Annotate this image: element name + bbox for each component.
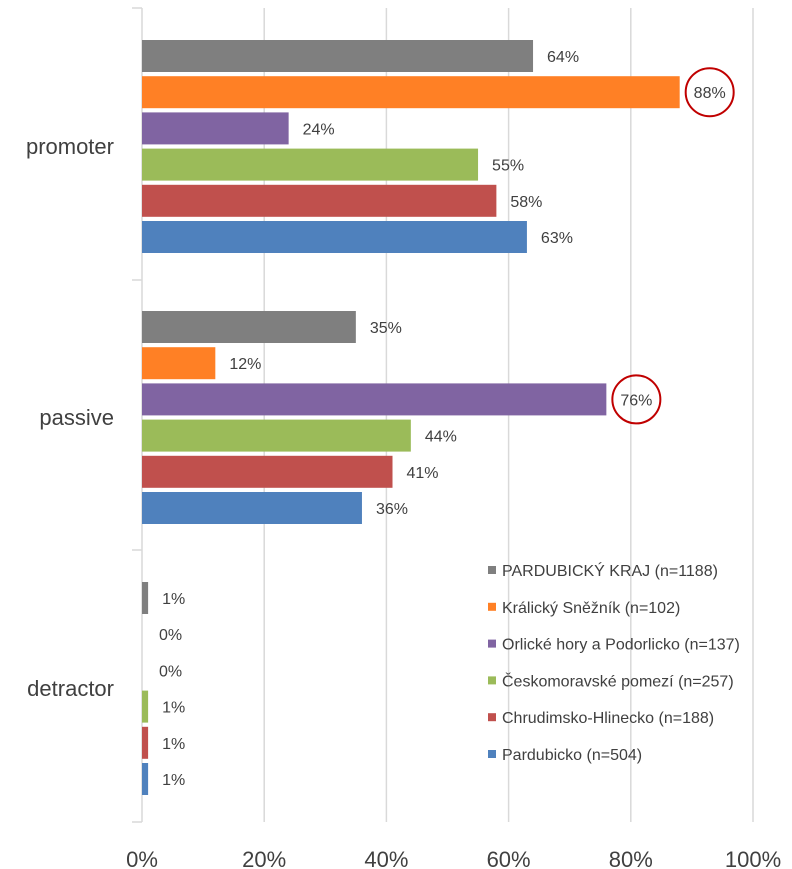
data-label: 35% (370, 320, 402, 337)
legend-label: PARDUBICKÝ KRAJ (n=1188) (502, 561, 718, 580)
category-axis (132, 7, 143, 823)
data-label: 58% (510, 194, 542, 211)
legend-label: Chrudimsko-Hlinecko (n=188) (502, 710, 714, 727)
bar-promoter-chrudimsko-hlinecko-n-188 (142, 184, 497, 217)
bar-promoter-orlicke-hory-a-podorlicko-n-137 (142, 112, 289, 145)
legend-swatch (488, 566, 496, 574)
bar-passive-pardubicky-kraj-n-1188 (142, 311, 356, 343)
x-tick-label: 0% (126, 847, 158, 869)
legend-swatch (488, 602, 496, 611)
bar-promoter-kralicky-sneznik-n-102 (142, 76, 680, 109)
data-label: 44% (425, 429, 457, 446)
bar-detractor-pardubicko-n-504 (142, 763, 149, 795)
legend-swatch (488, 713, 496, 722)
x-tick-label: 20% (242, 847, 286, 869)
bar-passive-orlicke-hory-a-podorlicko-n-137 (142, 383, 607, 416)
legend-label: Králický Sněžník (n=102) (502, 600, 680, 617)
category-label-promoter: promoter (26, 134, 114, 159)
data-label: 1% (162, 700, 185, 717)
data-label: 0% (159, 627, 182, 644)
data-label: 64% (547, 49, 579, 66)
data-label: 55% (492, 158, 524, 175)
x-tick-label: 60% (487, 847, 531, 869)
bars (142, 40, 680, 795)
bar-detractor-chrudimsko-hlinecko-n-188 (142, 726, 149, 759)
highlight-circle (611, 374, 662, 425)
legend-swatch (488, 750, 496, 758)
data-label: 12% (229, 356, 261, 373)
bar-passive-kralicky-sneznik-n-102 (142, 347, 216, 380)
highlight-circle (684, 67, 735, 118)
data-labels: 64% 88% 24% 55% 58% 63% 35% 12% 76% 44% 41% 36% 1% 0%… (159, 49, 735, 789)
data-label: 36% (376, 501, 408, 518)
bar-passive-ceskomoravske-pomezi-n-257 (142, 419, 411, 452)
category-label-passive: passive (39, 405, 114, 430)
data-label: 1% (162, 736, 185, 753)
legend-swatch (488, 639, 496, 648)
legend-label: Orlické hory a Podorlicko (n=137) (502, 637, 740, 654)
data-label: 41% (407, 465, 439, 482)
bar-promoter-pardubicko-n-504 (142, 221, 527, 253)
data-label: 88% (694, 85, 726, 102)
data-label: 76% (620, 392, 652, 409)
bar-passive-chrudimsko-hlinecko-n-188 (142, 455, 393, 488)
bar-promoter-ceskomoravske-pomezi-n-257 (142, 148, 479, 181)
category-label-detractor: detractor (27, 676, 114, 701)
data-label: 1% (162, 591, 185, 608)
legend: PARDUBICKÝ KRAJ (n=1188) Králický Sněžník… (488, 561, 740, 764)
bar-detractor-ceskomoravske-pomezi-n-257 (142, 690, 149, 723)
x-tick-label: 40% (364, 847, 408, 869)
data-label: 63% (541, 230, 573, 247)
legend-label: Pardubicko (n=504) (502, 747, 642, 764)
x-tick-label: 80% (609, 847, 653, 869)
bar-promoter-pardubicky-kraj-n-1188 (142, 40, 534, 72)
bar-detractor-pardubicky-kraj-n-1188 (142, 582, 149, 614)
category-labels: promoter passive detractor (26, 134, 114, 701)
data-label: 0% (159, 663, 182, 680)
legend-label: Českomoravské pomezí (n=257) (502, 671, 734, 690)
legend-swatch (488, 676, 496, 685)
data-label: 1% (162, 772, 185, 789)
bar-passive-pardubicko-n-504 (142, 492, 362, 524)
x-tick-labels: 0% 20% 40% 60% 80% 100% (126, 847, 781, 869)
x-tick-label: 100% (725, 847, 781, 869)
data-label: 24% (303, 121, 335, 138)
